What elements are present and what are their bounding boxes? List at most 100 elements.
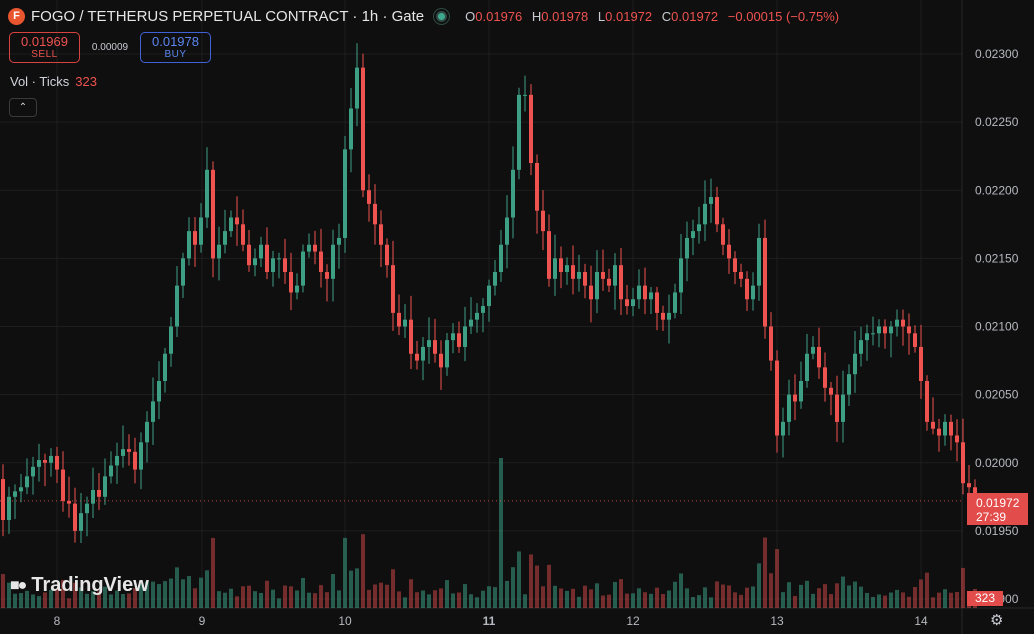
candle-body (529, 94, 533, 163)
candle-body (745, 278, 749, 300)
candle-body (523, 94, 527, 96)
volume-bar (139, 582, 143, 608)
candle-body (127, 449, 131, 452)
candle-body (691, 231, 695, 238)
volume-bar (721, 584, 725, 608)
y-tick-label: 0.02250 (975, 115, 1019, 129)
candle-body (301, 251, 305, 286)
volume-bar (79, 587, 83, 608)
volume-bar (583, 585, 587, 608)
volume-bar (253, 591, 257, 608)
candle-body (619, 265, 623, 300)
volume-bar (571, 588, 575, 608)
candle-body (313, 244, 317, 252)
candle-body (457, 333, 461, 347)
buy-button[interactable]: 0.01978 BUY (140, 32, 211, 63)
candle-body (319, 251, 323, 272)
candle-body (157, 381, 161, 402)
volume-legend[interactable]: Vol · Ticks 323 (10, 74, 97, 89)
volume-bar (355, 568, 359, 608)
candle-body (187, 231, 191, 259)
volume-bar (415, 592, 419, 608)
volume-bar (265, 580, 269, 608)
candle-body (889, 326, 893, 334)
candle-body (1, 479, 5, 520)
market-status-icon[interactable] (434, 8, 450, 24)
candle-body (739, 272, 743, 279)
volume-bar (955, 591, 959, 608)
sell-button[interactable]: 0.01969 SELL (9, 32, 80, 63)
y-tick-label: 0.01950 (975, 524, 1019, 538)
candle-body (763, 237, 767, 327)
candle-body (751, 285, 755, 300)
volume-bar (55, 588, 59, 608)
candle-body (385, 244, 389, 266)
candle-body (709, 197, 713, 204)
volume-bar (193, 588, 197, 608)
candle-body (715, 197, 719, 225)
volume-bar (613, 581, 617, 608)
volume-bar (931, 597, 935, 608)
volume-bar (949, 592, 953, 608)
volume-bar (559, 588, 563, 608)
volume-bar (919, 579, 923, 608)
volume-bar (61, 579, 65, 608)
symbol-title[interactable]: FOGO / TETHERUS PERPETUAL CONTRACT · 1h … (31, 7, 425, 25)
volume-bar (679, 573, 683, 608)
volume-bar (655, 587, 659, 608)
volume-bar (235, 596, 239, 608)
y-tick-label: 0.02100 (975, 320, 1019, 334)
candle-body (241, 224, 245, 245)
candle-body (535, 163, 539, 211)
volume-bar (463, 584, 467, 608)
volume-bar (313, 593, 317, 608)
candle-body (823, 367, 827, 388)
candle-body (943, 421, 947, 436)
candle-body (271, 258, 275, 272)
buy-price: 0.01978 (152, 33, 199, 49)
chevron-up-icon[interactable]: ⌃ (9, 98, 37, 117)
candle-body (955, 435, 959, 443)
volume-bar (211, 537, 215, 608)
volume-bar (511, 567, 515, 608)
x-tick-label: 13 (770, 614, 784, 628)
candle-body (223, 231, 227, 245)
volume-bar (1, 574, 5, 608)
candle-body (781, 421, 785, 436)
volume-bar (499, 458, 503, 608)
candle-body (367, 190, 371, 204)
volume-bar (667, 590, 671, 608)
volume-bar (43, 592, 47, 608)
volume-bar (745, 587, 749, 608)
volume-bar (91, 591, 95, 608)
candle-body (133, 451, 137, 470)
candle-body (643, 285, 647, 300)
x-tick-label: 10 (338, 614, 352, 628)
candle-body (13, 491, 17, 497)
volume-bar (367, 589, 371, 608)
low-value: 0.01972 (605, 8, 653, 24)
volume-bar (403, 597, 407, 608)
volume-bar (475, 597, 479, 608)
volume-bar (817, 588, 821, 608)
open-label: O (465, 8, 476, 24)
volume-bar (937, 592, 941, 608)
volume-bar (163, 581, 167, 608)
x-tick-label: 11 (483, 614, 496, 628)
y-tick-label: 0.02000 (975, 456, 1019, 470)
candle-body (175, 285, 179, 327)
candle-body (379, 224, 383, 245)
candle-body (919, 346, 923, 381)
volume-bar (157, 584, 161, 608)
candle-body (463, 326, 467, 347)
volume-bar (541, 586, 545, 608)
candle-body (697, 224, 701, 232)
candle-body (415, 353, 419, 361)
volume-bar (607, 594, 611, 608)
candle-body (601, 272, 605, 279)
volume-bar (145, 581, 149, 608)
volume-bar (409, 579, 413, 608)
candle-body (673, 292, 677, 313)
gear-icon[interactable]: ⚙ (990, 612, 1004, 629)
